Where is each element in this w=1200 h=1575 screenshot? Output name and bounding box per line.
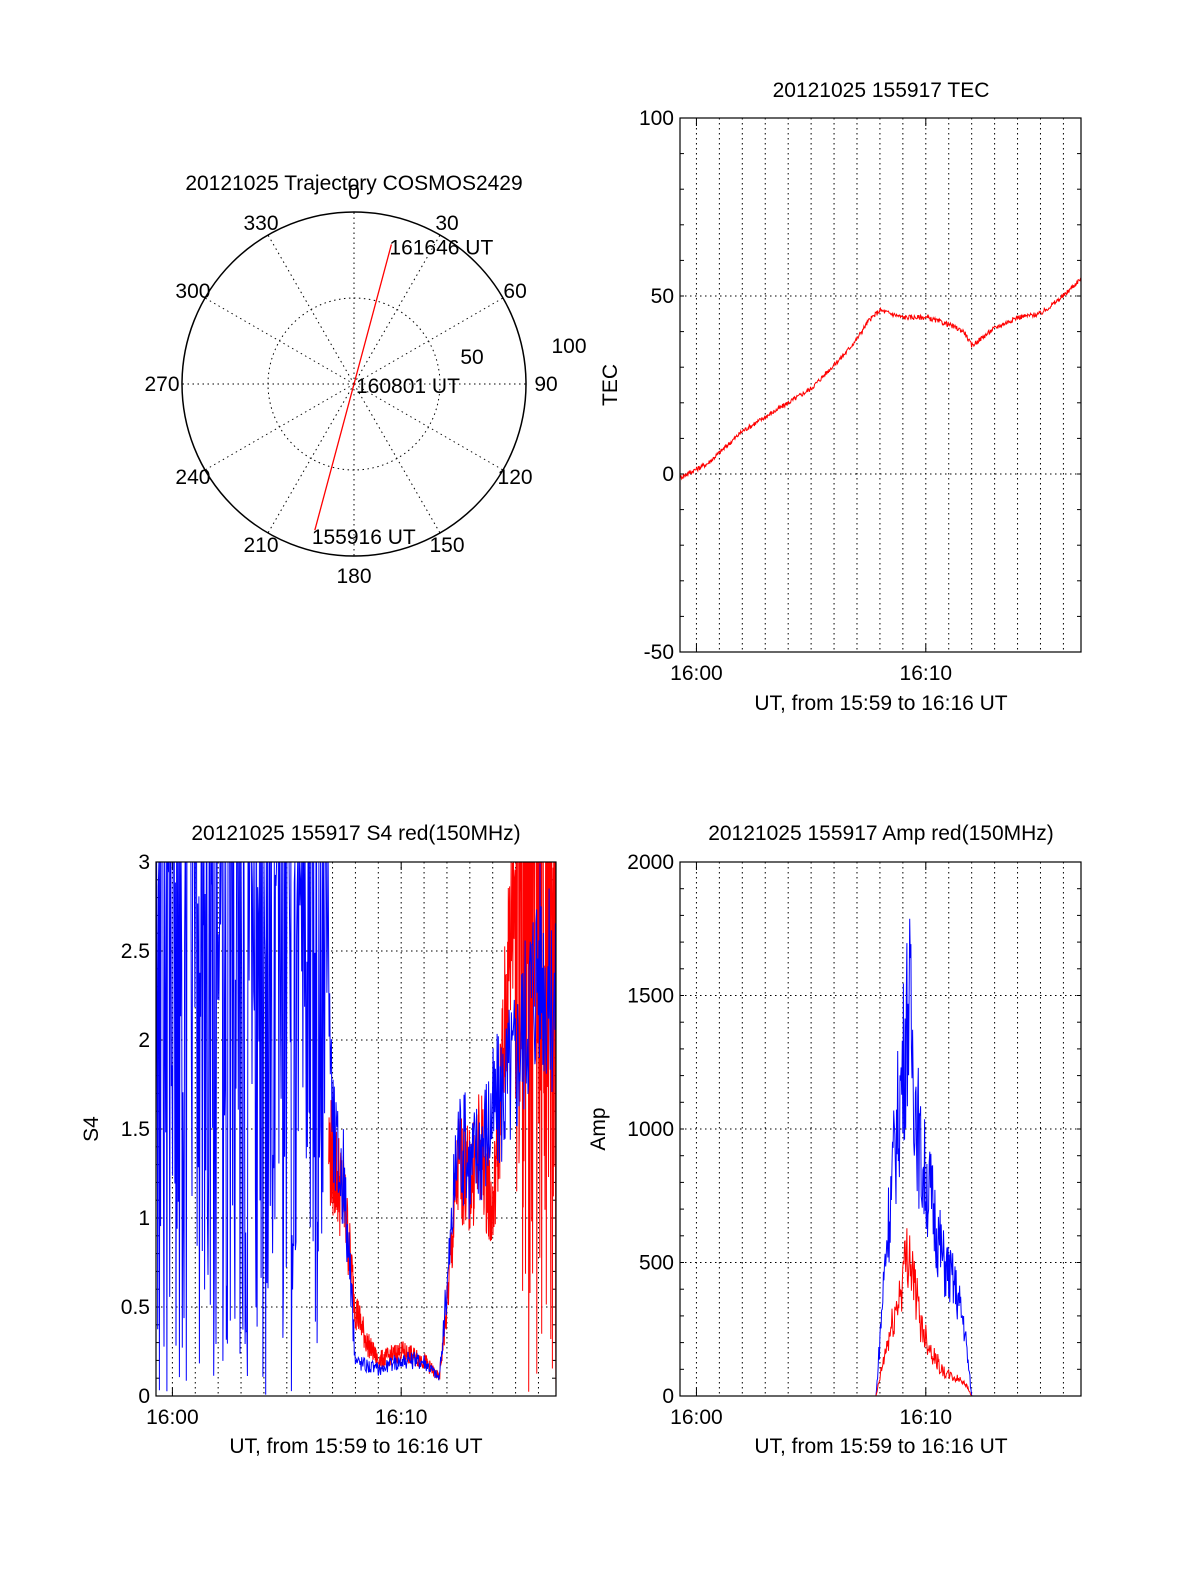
s4-title: 20121025 155917 S4 red(150MHz) (191, 822, 520, 845)
y-tick-label: 50 (651, 285, 674, 308)
y-tick-label: 3 (138, 851, 150, 874)
polar-title: 20121025 Trajectory COSMOS2429 (185, 172, 522, 195)
plot-area (680, 918, 1081, 1396)
tec-title: 20121025 155917 TEC (773, 79, 990, 102)
series-line (156, 862, 556, 1395)
plot-frame (679, 861, 1082, 1397)
y-tick-label: 0 (662, 1385, 674, 1408)
x-tick-label: 16:00 (146, 1406, 199, 1429)
polar-spoke (267, 383, 355, 534)
polar-spoke (353, 234, 441, 385)
series-line (680, 277, 1081, 481)
polar-annotation-mid: 160801 UT (356, 375, 460, 398)
amp-ylabel: Amp (587, 1107, 610, 1150)
y-tick-label: 0 (138, 1385, 150, 1408)
polar-outer-circle (181, 211, 527, 557)
x-tick-label: 16:10 (375, 1406, 428, 1429)
plot-frame (155, 861, 557, 1397)
polar-annotation-start: 155916 UT (312, 526, 416, 549)
series-line (680, 918, 1081, 1396)
series-line (680, 1228, 1081, 1396)
y-tick-label: 500 (639, 1252, 674, 1275)
s4-ylabel: S4 (80, 1116, 103, 1142)
polar-azimuth-label: 0 (348, 181, 360, 204)
tec-panel: 20121025 155917 TEC TEC UT, from 15:59 t… (599, 79, 1082, 715)
y-tick-label: 1 (138, 1207, 150, 1230)
polar-radial-label: 100 (551, 335, 586, 358)
polar-annotation-end: 161646 UT (389, 236, 493, 259)
polar-spoke (353, 383, 504, 471)
polar-spoke (204, 297, 355, 385)
polar-azimuth-label: 180 (336, 565, 371, 588)
polar-azimuth-label: 90 (534, 373, 557, 396)
polar-azimuth-label: 60 (503, 280, 526, 303)
y-tick-label: 1.5 (121, 1118, 150, 1141)
y-tick-label: 100 (639, 107, 674, 130)
polar-azimuth-label: 240 (175, 466, 210, 489)
polar-azimuth-label: 120 (498, 466, 533, 489)
x-tick-label: 16:00 (670, 662, 723, 685)
plot-area (156, 862, 556, 1395)
y-tick-label: -50 (644, 641, 674, 664)
polar-azimuth-label: 300 (175, 280, 210, 303)
y-tick-label: 2 (138, 1029, 150, 1052)
plot-frame (679, 117, 1082, 653)
plot-area (680, 277, 1081, 481)
y-tick-label: 1500 (627, 985, 674, 1008)
polar-trajectory-line (314, 244, 393, 531)
polar-spoke (353, 383, 441, 534)
series-line (328, 862, 556, 1395)
amp-panel: 20121025 155917 Amp red(150MHz) Amp UT, … (587, 822, 1082, 1458)
polar-spoke (204, 383, 355, 471)
polar-azimuth-label: 270 (144, 373, 179, 396)
tec-xlabel: UT, from 15:59 to 16:16 UT (754, 692, 1007, 715)
polar-azimuth-label: 30 (435, 212, 458, 235)
y-tick-label: 2000 (627, 851, 674, 874)
s4-xlabel: UT, from 15:59 to 16:16 UT (229, 1435, 482, 1458)
polar-azimuth-label: 150 (429, 534, 464, 557)
y-tick-label: 1000 (627, 1118, 674, 1141)
y-tick-label: 2.5 (121, 940, 150, 963)
polar-trajectory-panel: 20121025 Trajectory COSMOS2429 0 30 60 90 12… (144, 172, 586, 588)
y-tick-label: 0 (662, 463, 674, 486)
polar-radial-label: 50 (460, 346, 483, 369)
x-tick-label: 16:10 (900, 662, 953, 685)
tec-ylabel: TEC (599, 364, 622, 406)
polar-spoke (353, 297, 504, 385)
amp-xlabel: UT, from 15:59 to 16:16 UT (754, 1435, 1007, 1458)
polar-azimuth-label: 210 (243, 534, 278, 557)
y-tick-label: 0.5 (121, 1296, 150, 1319)
polar-azimuth-label: 330 (243, 212, 278, 235)
s4-panel: 20121025 155917 S4 red(150MHz) S4 UT, fr… (80, 822, 557, 1458)
amp-title: 20121025 155917 Amp red(150MHz) (708, 822, 1054, 845)
x-tick-label: 16:00 (670, 1406, 723, 1429)
x-tick-label: 16:10 (900, 1406, 953, 1429)
polar-spoke (267, 234, 355, 385)
